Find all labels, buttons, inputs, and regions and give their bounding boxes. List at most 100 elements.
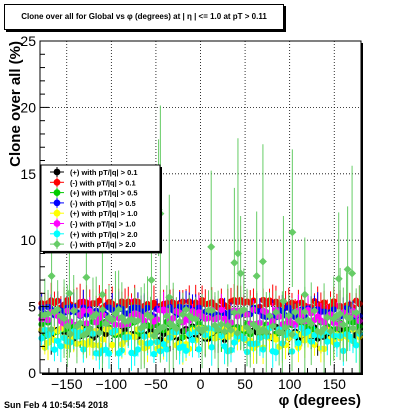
data-point — [98, 290, 107, 299]
legend-marker — [53, 178, 61, 186]
data-point — [53, 305, 62, 314]
data-point — [108, 315, 117, 324]
data-point — [147, 276, 156, 285]
data-point — [323, 313, 332, 322]
data-point — [336, 310, 345, 319]
data-point — [220, 327, 229, 336]
legend-label: (+) with pT/|q| > 0.5 — [70, 189, 138, 198]
data-point — [201, 324, 210, 333]
data-point — [324, 338, 331, 345]
data-point — [304, 328, 312, 335]
x-tick-label: 100 — [278, 376, 302, 392]
data-point — [96, 297, 103, 304]
data-point — [258, 257, 267, 266]
data-point — [133, 316, 142, 325]
legend-marker — [53, 189, 61, 197]
data-point — [352, 308, 361, 317]
data-point — [207, 306, 216, 315]
data-point — [165, 293, 174, 302]
data-point — [163, 346, 170, 353]
y-tick-label: 20 — [20, 99, 36, 115]
data-point — [320, 324, 329, 333]
data-point — [252, 272, 261, 281]
data-point — [326, 327, 335, 336]
data-point — [207, 242, 216, 251]
data-point — [278, 328, 287, 337]
data-point — [60, 314, 69, 323]
legend-marker — [53, 220, 61, 227]
data-point — [172, 324, 181, 333]
chart-title-box: Clone over all for Global vs φ (degrees)… — [4, 4, 284, 30]
data-point — [230, 258, 239, 267]
data-point — [218, 306, 225, 314]
data-point — [105, 350, 113, 357]
data-point — [307, 319, 316, 328]
data-point — [246, 327, 255, 336]
data-point — [178, 310, 187, 319]
data-point — [147, 339, 154, 347]
data-point — [76, 319, 85, 328]
data-point — [221, 343, 228, 350]
legend-label: (-) with pT/|q| > 0.1 — [70, 178, 136, 187]
data-point — [239, 305, 248, 314]
y-axis-label: Clone over all (%) — [7, 41, 24, 167]
data-point — [182, 347, 190, 354]
legend-label: (+) with pT/|q| > 2.0 — [70, 230, 138, 239]
x-tick-label: −100 — [96, 376, 128, 392]
data-point — [92, 310, 101, 319]
chart-title: Clone over all for Global vs φ (degrees)… — [21, 12, 267, 21]
data-point — [233, 328, 242, 337]
data-point — [95, 328, 104, 337]
data-point — [160, 340, 167, 348]
legend-marker — [53, 230, 61, 238]
data-point — [66, 329, 75, 338]
data-point — [271, 308, 280, 317]
data-point — [175, 317, 184, 326]
legend-label: (-) with pT/|q| > 2.0 — [70, 240, 136, 249]
x-tick-label: 150 — [323, 376, 347, 392]
data-point — [57, 343, 65, 350]
data-point — [348, 269, 357, 278]
data-point — [65, 289, 74, 298]
data-point — [140, 321, 149, 330]
legend-marker — [53, 168, 61, 176]
data-point — [114, 305, 123, 314]
data-point — [214, 325, 223, 334]
data-point — [352, 342, 360, 349]
data-point — [268, 322, 277, 331]
data-point — [82, 273, 91, 282]
legend-label: (-) with pT/|q| > 1.0 — [70, 220, 136, 229]
data-point — [297, 317, 306, 326]
x-tick-label: −50 — [144, 376, 168, 392]
data-point — [333, 341, 341, 348]
data-point — [334, 274, 343, 283]
data-point — [265, 311, 274, 320]
data-point — [310, 306, 319, 315]
data-point — [231, 339, 238, 346]
legend-marker — [53, 199, 61, 207]
x-axis-label: φ (degrees) — [279, 392, 361, 409]
data-point — [272, 336, 280, 343]
timestamp: Sun Feb 4 10:54:54 2018 — [4, 400, 109, 410]
legend-marker — [53, 209, 61, 217]
data-point — [80, 307, 87, 314]
legend-label: (-) with pT/|q| > 0.5 — [70, 199, 136, 208]
y-tick-label: 25 — [20, 33, 36, 49]
data-point — [346, 333, 353, 340]
data-point — [343, 265, 352, 274]
data-point — [44, 309, 53, 318]
data-point — [182, 305, 191, 314]
data-points — [37, 105, 364, 373]
legend-box — [40, 164, 161, 252]
data-point — [189, 336, 196, 344]
data-point — [69, 306, 78, 315]
data-point — [262, 328, 271, 337]
data-point — [38, 335, 45, 342]
legend-label: (+) with pT/|q| > 0.1 — [70, 168, 138, 177]
data-point — [226, 326, 235, 335]
legend-marker — [53, 240, 61, 249]
x-tick-label: −150 — [51, 376, 83, 392]
data-point — [233, 249, 242, 258]
data-point — [85, 324, 94, 333]
